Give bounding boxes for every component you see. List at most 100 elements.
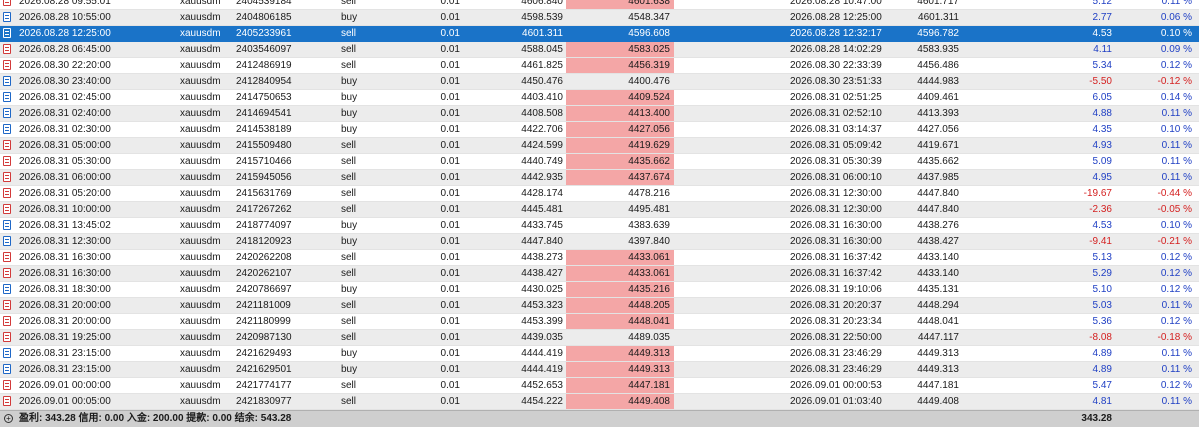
table-row[interactable]: 2026.08.28 09:55:01 xauusdm 2404539184 sell… bbox=[0, 0, 1199, 10]
close-price-cell: 4444.983 bbox=[917, 76, 959, 87]
stop-loss-cell: 4478.216 bbox=[628, 188, 670, 199]
stop-loss-cell: 4435.216 bbox=[566, 282, 674, 297]
table-row[interactable]: 2026.09.01 00:00:00 xauusdm 2421774177 sell… bbox=[0, 378, 1199, 394]
profit-cell: 5.13 bbox=[1092, 252, 1112, 263]
table-row[interactable]: 2026.08.31 05:00:00 xauusdm 2415509480 sell… bbox=[0, 138, 1199, 154]
open-time-cell: 2026.08.31 02:40:00 bbox=[19, 108, 111, 119]
close-price-cell: 4433.140 bbox=[917, 268, 959, 279]
profit-cell: 4.35 bbox=[1092, 124, 1112, 135]
stop-loss-cell: 4448.041 bbox=[566, 314, 674, 329]
summary-total-profit: 343.28 bbox=[1081, 413, 1112, 424]
close-time-cell: 2026.08.31 16:37:42 bbox=[790, 252, 882, 263]
table-row[interactable]: 2026.08.31 19:25:00 xauusdm 2420987130 sell… bbox=[0, 330, 1199, 346]
table-row[interactable]: 2026.08.31 18:30:00 xauusdm 2420786697 buy 0… bbox=[0, 282, 1199, 298]
profit-cell: 4.53 bbox=[1092, 28, 1112, 39]
ticket-cell: 2418120923 bbox=[236, 236, 292, 247]
ticket-cell: 2421830977 bbox=[236, 396, 292, 407]
table-row[interactable]: 2026.08.31 23:15:00 xauusdm 2421629493 buy 0… bbox=[0, 346, 1199, 362]
table-row[interactable]: 2026.08.31 20:00:00 xauusdm 2421180999 sell… bbox=[0, 314, 1199, 330]
symbol-cell: xauusdm bbox=[180, 268, 221, 279]
close-time-cell: 2026.08.28 12:32:17 bbox=[790, 28, 882, 39]
table-row[interactable]: 2026.08.31 10:00:00 xauusdm 2417267262 sell… bbox=[0, 202, 1199, 218]
stop-loss-cell: 4433.061 bbox=[566, 250, 674, 265]
profit-percent-cell: -0.44 % bbox=[1157, 188, 1192, 199]
symbol-cell: xauusdm bbox=[180, 332, 221, 343]
open-price-cell: 4438.427 bbox=[521, 268, 563, 279]
open-time-cell: 2026.08.30 23:40:00 bbox=[19, 76, 111, 87]
open-time-cell: 2026.08.31 12:30:00 bbox=[19, 236, 111, 247]
ticket-cell: 2415945056 bbox=[236, 172, 292, 183]
open-time-cell: 2026.09.01 00:05:00 bbox=[19, 396, 111, 407]
table-row[interactable]: 2026.08.31 23:15:00 xauusdm 2421629501 buy 0… bbox=[0, 362, 1199, 378]
open-price-cell: 4453.399 bbox=[521, 316, 563, 327]
type-cell: sell bbox=[341, 188, 357, 199]
table-row[interactable]: 2026.08.31 02:40:00 xauusdm 2414694541 buy 0… bbox=[0, 106, 1199, 122]
plus-circle-icon[interactable]: + bbox=[4, 414, 13, 423]
profit-cell: -9.41 bbox=[1089, 236, 1112, 247]
profit-percent-cell: 0.12 % bbox=[1160, 316, 1192, 327]
close-price-cell: 4449.408 bbox=[917, 396, 959, 407]
symbol-cell: xauusdm bbox=[180, 76, 221, 87]
table-row[interactable]: 2026.09.01 00:05:00 xauusdm 2421830977 sell… bbox=[0, 394, 1199, 410]
table-row[interactable]: 2026.08.30 22:20:00 xauusdm 2412486919 sell… bbox=[0, 58, 1199, 74]
close-price-cell: 4438.427 bbox=[917, 236, 959, 247]
type-cell: buy bbox=[341, 92, 358, 103]
profit-percent-cell: 0.11 % bbox=[1161, 364, 1192, 375]
table-row[interactable]: 2026.08.31 02:45:00 xauusdm 2414750653 buy 0… bbox=[0, 90, 1199, 106]
table-row[interactable]: 2026.08.31 16:30:00 xauusdm 2420262107 sell… bbox=[0, 266, 1199, 282]
volume-cell: 0.01 bbox=[440, 364, 460, 375]
volume-cell: 0.01 bbox=[440, 396, 460, 407]
symbol-cell: xauusdm bbox=[180, 364, 221, 375]
profit-percent-cell: 0.14 % bbox=[1160, 92, 1192, 103]
table-row[interactable]: 2026.08.31 13:45:02 xauusdm 2418774097 buy 0… bbox=[0, 218, 1199, 234]
open-price-cell: 4447.840 bbox=[521, 236, 563, 247]
take-profit-cell bbox=[677, 10, 773, 25]
close-price-cell: 4448.041 bbox=[917, 316, 959, 327]
table-row[interactable]: 2026.08.28 10:55:00 xauusdm 2404806185 buy 0… bbox=[0, 10, 1199, 26]
table-row[interactable]: 2026.08.31 06:00:00 xauusdm 2415945056 sell… bbox=[0, 170, 1199, 186]
symbol-cell: xauusdm bbox=[180, 0, 221, 7]
close-price-cell: 4435.131 bbox=[917, 284, 959, 295]
table-row[interactable]: 2026.08.28 06:45:00 xauusdm 2403546097 sell… bbox=[0, 42, 1199, 58]
type-cell: sell bbox=[341, 300, 357, 311]
ticket-cell: 2414538189 bbox=[236, 124, 292, 135]
profit-percent-cell: 0.12 % bbox=[1160, 60, 1192, 71]
profit-percent-cell: -0.18 % bbox=[1157, 332, 1192, 343]
table-row[interactable]: 2026.08.31 05:30:00 xauusdm 2415710466 sell… bbox=[0, 154, 1199, 170]
order-document-icon bbox=[3, 138, 15, 153]
close-time-cell: 2026.08.31 23:46:29 bbox=[790, 348, 882, 359]
table-row[interactable]: 2026.08.31 20:00:00 xauusdm 2421181009 sell… bbox=[0, 298, 1199, 314]
type-cell: sell bbox=[341, 0, 357, 7]
order-document-icon bbox=[3, 346, 15, 361]
open-time-cell: 2026.08.28 10:55:00 bbox=[19, 12, 111, 23]
profit-cell: 4.88 bbox=[1092, 108, 1112, 119]
close-time-cell: 2026.08.31 06:00:10 bbox=[790, 172, 882, 183]
table-row[interactable]: 2026.08.31 12:30:00 xauusdm 2418120923 buy 0… bbox=[0, 234, 1199, 250]
order-document-icon bbox=[3, 282, 15, 297]
table-row[interactable]: 2026.08.28 12:25:00 xauusdm 2405233961 sell… bbox=[0, 26, 1199, 42]
ticket-cell: 2404806185 bbox=[236, 12, 292, 23]
take-profit-cell bbox=[677, 122, 773, 137]
take-profit-cell bbox=[677, 298, 773, 313]
profit-percent-cell: 0.11 % bbox=[1161, 396, 1192, 407]
open-price-cell: 4450.476 bbox=[521, 76, 563, 87]
profit-cell: 5.03 bbox=[1092, 300, 1112, 311]
open-price-cell: 4601.311 bbox=[522, 28, 563, 39]
order-document-icon bbox=[3, 266, 15, 281]
ticket-cell: 2415710466 bbox=[236, 156, 292, 167]
symbol-cell: xauusdm bbox=[180, 44, 221, 55]
open-time-cell: 2026.08.28 12:25:00 bbox=[19, 28, 111, 39]
stop-loss-cell: 4413.400 bbox=[566, 106, 674, 121]
table-row[interactable]: 2026.08.31 05:20:00 xauusdm 2415631769 sell… bbox=[0, 186, 1199, 202]
open-price-cell: 4606.840 bbox=[521, 0, 563, 7]
volume-cell: 0.01 bbox=[440, 124, 460, 135]
profit-percent-cell: 0.09 % bbox=[1160, 44, 1192, 55]
stop-loss-cell: 4437.674 bbox=[566, 170, 674, 185]
ticket-cell: 2412840954 bbox=[236, 76, 292, 87]
table-row[interactable]: 2026.08.31 02:30:00 xauusdm 2414538189 buy 0… bbox=[0, 122, 1199, 138]
table-row[interactable]: 2026.08.30 23:40:00 xauusdm 2412840954 buy 0… bbox=[0, 74, 1199, 90]
table-row[interactable]: 2026.08.31 16:30:00 xauusdm 2420262208 sell… bbox=[0, 250, 1199, 266]
ticket-cell: 2404539184 bbox=[236, 0, 292, 7]
profit-percent-cell: 0.11 % bbox=[1161, 156, 1192, 167]
